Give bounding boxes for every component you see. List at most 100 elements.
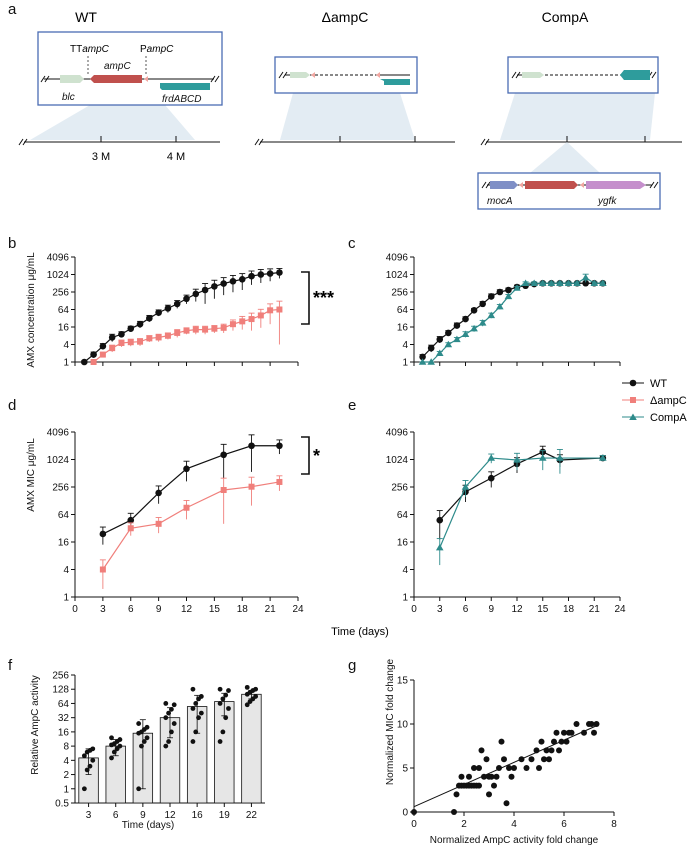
x-tick-label: 12 [181,604,193,615]
y-tick-label: 10 [397,720,409,731]
y-tick-label: 64 [58,699,70,710]
significance-bracket-d [301,436,310,475]
replicate-point [190,739,196,744]
x-tick-label: 4 [511,819,517,830]
replicate-point [117,737,123,742]
xlabel-g: Normalized AmpC activity fold change [430,835,599,846]
data-point [211,325,218,332]
data-point [590,279,599,286]
data-point [276,306,283,313]
data-point [183,504,190,511]
zoom-wedge-insert [530,142,600,173]
replicate-point [190,686,196,692]
scatter-point [561,729,567,736]
scatter-point [481,773,487,780]
bar [241,693,262,804]
insert-ampc-gene [525,181,578,189]
data-point [99,351,106,358]
replicate-point [87,763,93,769]
replicate-point [217,701,223,706]
chart-c: 1 4 16 64 256 1024 4096 [386,253,621,369]
scatter-point [563,738,570,745]
y-tick-label: 4096 [386,428,409,439]
x-tick-label: 19 [219,810,231,821]
scatter-point [573,721,580,727]
x-tick-label: 22 [246,810,258,821]
y-tick-label: 16 [58,538,70,549]
y-tick-label: 256 [52,483,69,494]
legend-label-compa: CompA [650,412,687,424]
data-point [155,309,162,316]
data-point [556,454,564,461]
series-line [83,271,280,363]
y-tick-label: 1024 [386,270,409,281]
shared-xlabel: Time (days) [331,626,389,638]
scatter-point [503,800,510,807]
data-point [146,314,153,322]
panel-letter-c: c [348,235,356,252]
data-point [155,489,162,497]
y-tick-label: 256 [391,483,408,494]
ampc-tt [311,72,315,78]
title-ampc: ΔampC [322,9,369,25]
scatter-point [533,747,540,754]
y-tick-label: 4 [402,565,408,576]
data-point [173,300,181,308]
fit-line [413,725,597,808]
ampc-frd-gene [380,79,410,85]
data-point [487,311,496,319]
data-point [453,322,461,329]
data-point [581,273,590,281]
scatter-point [496,765,502,771]
x-tick-label: 18 [237,604,249,615]
significance-b: *** [313,288,334,308]
data-point [248,272,255,280]
scatter-point [476,765,482,771]
data-point [99,342,107,350]
x-tick-label: 6 [463,604,469,615]
y-tick-label: 32 [58,713,70,724]
y-tick-label: 256 [52,288,69,299]
y-tick-label: 1 [402,358,408,369]
data-point [436,336,444,343]
chart-d: 1 4 16 64 256 1024 4096 0 3 6 9 12 15 18 21 24 [47,428,304,616]
scatter-point [543,747,550,754]
x-tick-label: 12 [511,604,523,615]
replicate-point [196,715,201,721]
replicate-point [90,757,96,763]
data-point [164,305,172,312]
replicate-point [198,710,204,716]
data-point [462,315,469,323]
data-point [192,326,199,333]
data-point [248,483,255,490]
replicate-point [81,786,87,792]
genome-break-compa [480,138,490,146]
replicate-point [171,702,177,708]
replicate-point [193,729,199,735]
replicate-point [136,786,142,792]
x-tick-label: 3 [437,604,443,615]
y-tick-label: 16 [58,323,70,334]
title-wt: WT [75,9,97,25]
replicate-point [163,701,169,706]
replicate-point [136,721,142,726]
moca-gene [490,181,518,189]
data-point [461,483,470,490]
replicate-point [163,715,169,721]
x-tick-label: 0 [72,604,78,615]
replicate-point [144,735,150,741]
y-tick-label: 1024 [47,455,70,466]
y-tick-label: 4096 [386,253,409,264]
y-tick-label: 1 [63,593,69,604]
ampc-label: ampC [104,61,131,72]
scatter-point [538,738,545,745]
x-tick-label: 21 [265,604,277,615]
scatter-point [511,765,517,771]
replicate-point [253,686,259,692]
significance-bracket-b [301,271,310,325]
series-line [422,276,603,363]
data-point [183,327,190,334]
replicate-point [169,706,174,712]
compa-frd-gene [624,70,650,80]
